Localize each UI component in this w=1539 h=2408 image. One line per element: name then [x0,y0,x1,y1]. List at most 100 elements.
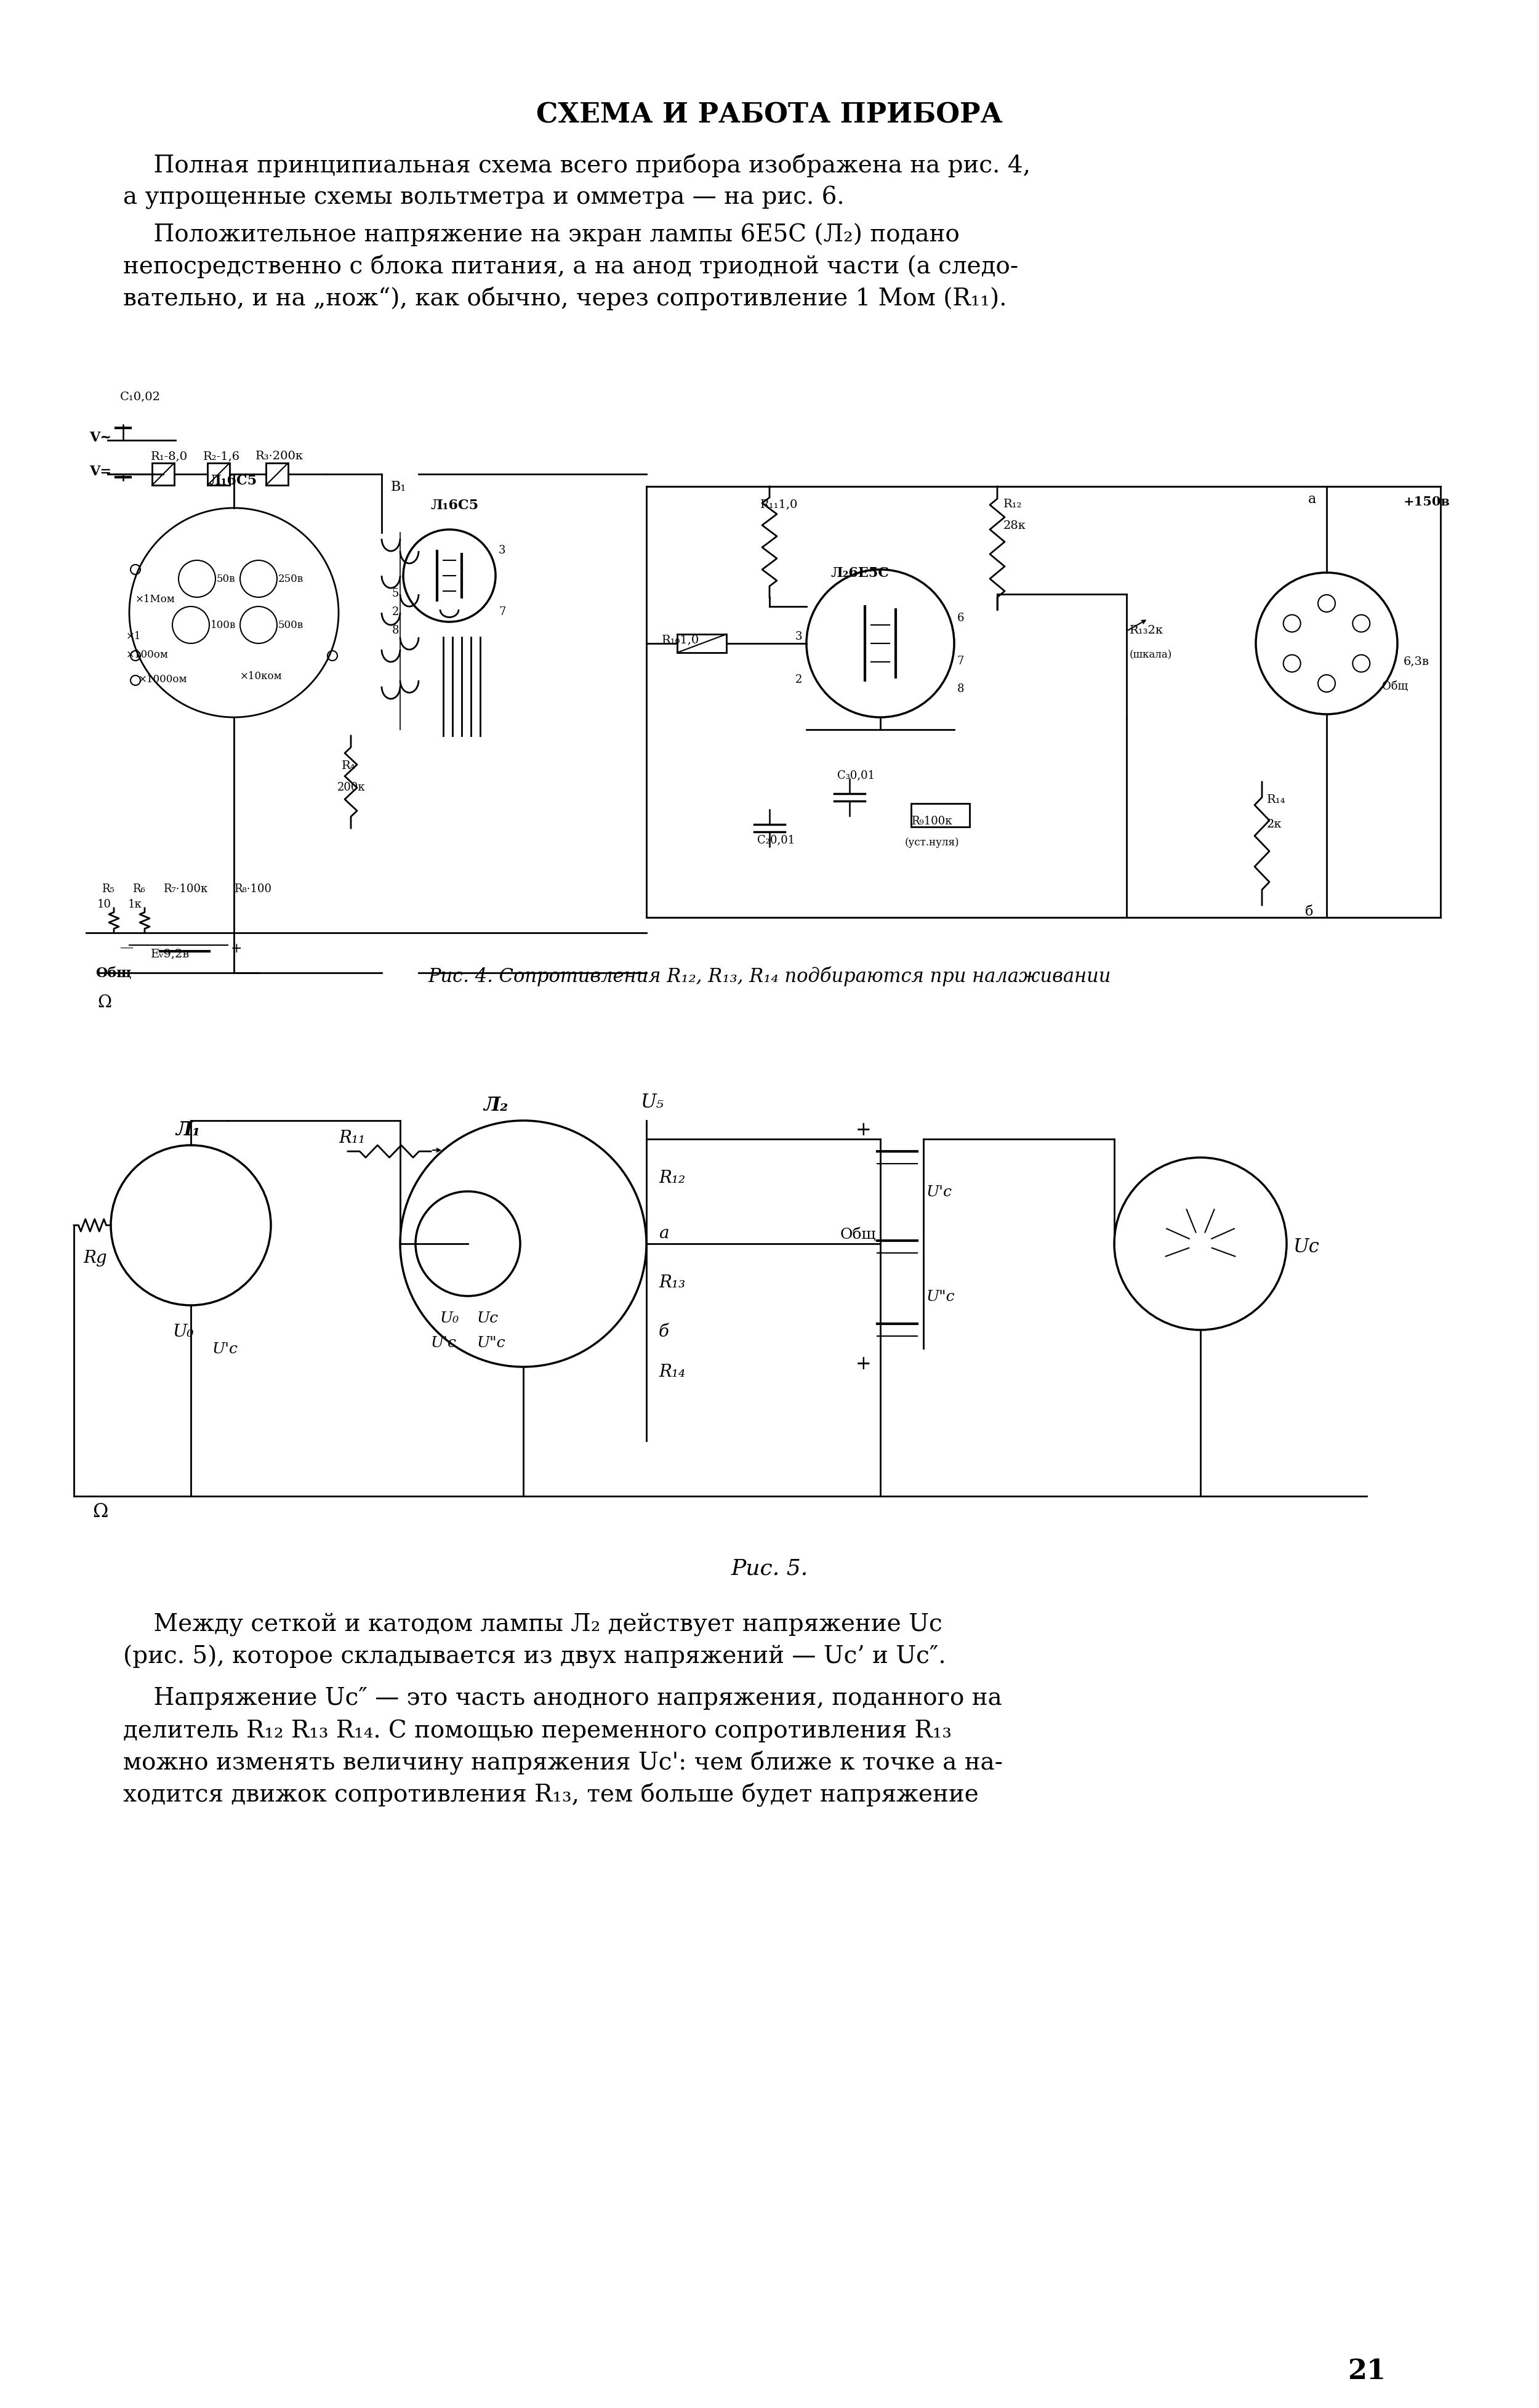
Text: R₇·100к: R₇·100к [163,884,208,896]
Text: 5: 5 [392,588,399,600]
Text: 500в: 500в [279,619,303,631]
Text: +: + [856,1356,871,1373]
Text: ×1000ом: ×1000ом [139,674,188,684]
Text: делитель R₁₂ R₁₃ R₁₄. С помощью переменного сопротивления R₁₃: делитель R₁₂ R₁₃ R₁₄. С помощью переменн… [123,1719,951,1741]
Text: R₁₄: R₁₄ [659,1363,685,1380]
Text: б: б [659,1324,669,1341]
Text: R₈·100: R₈·100 [234,884,271,896]
Text: Л₂6Е5С: Л₂6Е5С [831,566,890,580]
Text: V=: V= [89,465,111,479]
Text: 7: 7 [499,607,506,616]
Text: 8: 8 [392,626,399,636]
Text: а упрощенные схемы вольтметра и омметра — на рис. 6.: а упрощенные схемы вольтметра и омметра … [123,185,845,209]
Text: R₁₀1,0: R₁₀1,0 [662,633,699,645]
Text: можно изменять величину напряжения Uс': чем ближе к точке а на-: можно изменять величину напряжения Uс': … [123,1751,1003,1775]
Text: Uc: Uc [1293,1238,1319,1257]
Text: (шкала): (шкала) [1130,650,1173,660]
Text: R₁₂: R₁₂ [1003,498,1022,510]
Text: ходится движок сопротивления R₁₃, тем больше будет напряжение: ходится движок сопротивления R₁₃, тем бо… [123,1782,979,1806]
Text: +: + [856,1120,871,1139]
Text: (рис. 5), которое складывается из двух напряжений — Uс’ и Uс″.: (рис. 5), которое складывается из двух н… [123,1645,946,1669]
Text: 3: 3 [499,544,506,556]
Text: Ω: Ω [92,1503,108,1522]
Text: R₆: R₆ [132,884,145,896]
Text: U'c: U'c [926,1185,953,1199]
Text: В₁: В₁ [391,479,406,494]
Text: 10: 10 [97,898,111,910]
Text: Л₁6С5: Л₁6С5 [209,474,257,489]
Text: V~: V~ [89,431,111,445]
Text: R₁₃2к: R₁₃2к [1130,626,1163,636]
Text: 2к: 2к [1267,819,1282,831]
Text: Л₁: Л₁ [175,1120,200,1139]
Text: Ω: Ω [97,995,111,1011]
Text: вательно, и на „нож“), как обычно, через сопротивление 1 Мом (R₁₁).: вательно, и на „нож“), как обычно, через… [123,287,1007,311]
Text: С₁0,02: С₁0,02 [120,390,160,402]
Text: +: + [231,942,242,956]
Text: R₁₁: R₁₁ [339,1129,365,1146]
Text: +150в: +150в [1404,496,1450,508]
Text: Полная принципиальная схема всего прибора изображена на рис. 4,: Полная принципиальная схема всего прибор… [123,154,1031,178]
Bar [911,804,970,826]
Text: СХЕМА И РАБОТА ПРИБОРА: СХЕМА И РАБОТА ПРИБОРА [536,101,1003,128]
Text: а: а [1308,494,1316,506]
Text: U'c: U'c [212,1341,239,1356]
Text: ×1Мом: ×1Мом [135,595,175,604]
Text: Л₁6С5: Л₁6С5 [431,498,479,513]
Text: 28к: 28к [1003,520,1027,532]
Text: 6,3в: 6,3в [1404,655,1430,667]
Text: a: a [659,1226,669,1243]
Text: U₀: U₀ [172,1324,194,1341]
Text: Между сеткой и катодом лампы Л₂ действует напряжение Uс: Между сеткой и катодом лампы Л₂ действуе… [123,1613,942,1637]
Text: непосредственно с блока питания, а на анод триодной части (а следо-: непосредственно с блока питания, а на ан… [123,255,1019,279]
Text: Л₂: Л₂ [483,1096,508,1115]
Text: ×1: ×1 [126,631,142,641]
Bar [677,633,726,653]
Text: Общ: Общ [95,966,131,980]
Text: R₁₁1,0: R₁₁1,0 [760,498,799,510]
Bar [208,462,229,484]
Text: 6: 6 [957,612,965,624]
Bar [646,486,1441,917]
Text: 2: 2 [796,674,802,686]
Text: 3: 3 [796,631,802,643]
Text: —: — [120,942,134,956]
Text: Напряжение Uс″ — это часть анодного напряжения, поданного на: Напряжение Uс″ — это часть анодного напр… [123,1688,1002,1710]
Text: Общ: Общ [840,1228,876,1243]
Text: 50в: 50в [217,573,235,585]
Text: Общ: Общ [1382,681,1408,691]
Bar [266,462,288,484]
Text: 21: 21 [1348,2357,1385,2384]
Text: 100в: 100в [211,619,235,631]
Text: U₅: U₅ [640,1093,663,1112]
Text: 250в: 250в [279,573,303,585]
Text: Положительное напряжение на экран лампы 6Е5С (Л₂) подано: Положительное напряжение на экран лампы … [123,224,960,246]
Text: 1к: 1к [128,898,142,910]
Text: С₂0,01: С₂0,01 [757,833,796,845]
Text: Uc: Uc [477,1312,499,1324]
Text: 2: 2 [392,607,399,616]
Text: U₀: U₀ [440,1312,459,1324]
Text: U"c: U"c [926,1291,956,1305]
Text: 7: 7 [957,655,965,667]
Text: ×100ом: ×100ом [126,650,169,660]
Text: С₃0,01: С₃0,01 [837,771,874,780]
Text: R₁-8,0: R₁-8,0 [151,450,188,462]
Text: R₁₂: R₁₂ [659,1170,685,1187]
Text: б: б [1305,905,1313,917]
Text: R₅: R₅ [102,884,114,896]
Text: R₂-1,6: R₂-1,6 [203,450,240,462]
Text: R₁₄: R₁₄ [1267,795,1285,804]
Text: (уст.нуля): (уст.нуля) [905,838,959,848]
Text: 8: 8 [957,684,965,694]
Text: R₃·200к: R₃·200к [255,450,303,462]
Text: R₁₃: R₁₃ [659,1274,685,1291]
Text: R₉100к: R₉100к [911,816,953,826]
Text: 200к: 200к [337,783,365,792]
Text: Рис. 4. Сопротивления R₁₂, R₁₃, R₁₄ подбираются при налаживании: Рис. 4. Сопротивления R₁₂, R₁₃, R₁₄ подб… [428,966,1111,987]
Bar [152,462,174,484]
Text: Рис. 5.: Рис. 5. [731,1558,808,1580]
Text: U'c: U'c [431,1336,457,1351]
Text: ×10ком: ×10ком [240,672,282,681]
Text: R₄: R₄ [342,761,356,771]
